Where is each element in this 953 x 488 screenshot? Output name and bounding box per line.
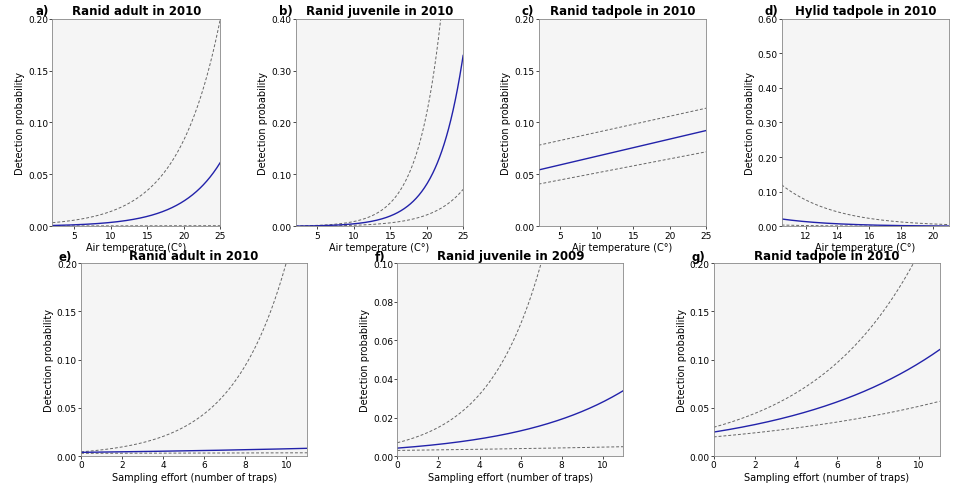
Title: Ranid adult in 2010: Ranid adult in 2010 [71,5,201,19]
Text: g): g) [690,250,704,263]
Y-axis label: Detection probability: Detection probability [15,72,26,175]
Y-axis label: Detection probability: Detection probability [258,72,268,175]
Title: Ranid tadpole in 2010: Ranid tadpole in 2010 [753,249,899,263]
Text: d): d) [764,5,778,18]
Text: f): f) [375,250,385,263]
Y-axis label: Detection probability: Detection probability [44,308,54,411]
Title: Ranid juvenile in 2009: Ranid juvenile in 2009 [436,249,583,263]
Text: b): b) [278,5,293,18]
X-axis label: Sampling effort (number of traps): Sampling effort (number of traps) [112,472,276,482]
Y-axis label: Detection probability: Detection probability [360,308,370,411]
X-axis label: Air temperature (C°): Air temperature (C°) [815,243,915,253]
Text: e): e) [58,250,71,263]
X-axis label: Sampling effort (number of traps): Sampling effort (number of traps) [743,472,908,482]
Y-axis label: Detection probability: Detection probability [743,72,754,175]
X-axis label: Air temperature (C°): Air temperature (C°) [86,243,186,253]
Y-axis label: Detection probability: Detection probability [501,72,511,175]
X-axis label: Sampling effort (number of traps): Sampling effort (number of traps) [427,472,593,482]
Text: c): c) [521,5,534,18]
Title: Ranid tadpole in 2010: Ranid tadpole in 2010 [549,5,695,19]
Title: Ranid juvenile in 2010: Ranid juvenile in 2010 [305,5,453,19]
X-axis label: Air temperature (C°): Air temperature (C°) [329,243,429,253]
Title: Hylid tadpole in 2010: Hylid tadpole in 2010 [794,5,935,19]
Y-axis label: Detection probability: Detection probability [676,308,686,411]
X-axis label: Air temperature (C°): Air temperature (C°) [572,243,672,253]
Title: Ranid adult in 2010: Ranid adult in 2010 [130,249,258,263]
Text: a): a) [35,5,49,18]
